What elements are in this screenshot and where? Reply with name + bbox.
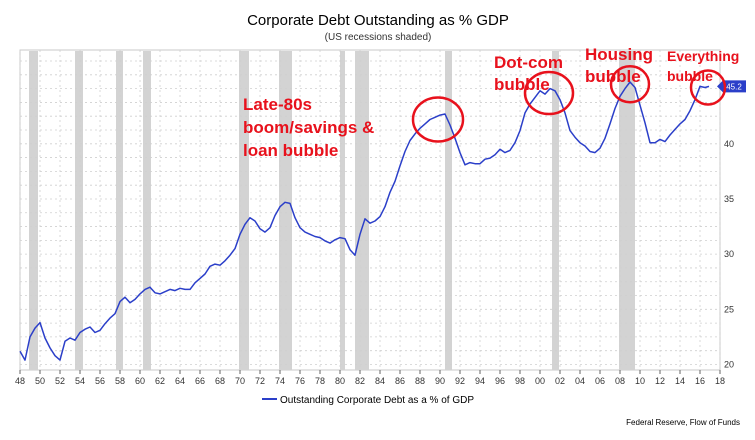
recession-band xyxy=(445,51,452,370)
x-tick-label: 92 xyxy=(455,376,465,386)
recession-band xyxy=(75,51,83,370)
y-tick-label: 30 xyxy=(724,249,734,259)
x-tick-label: 14 xyxy=(675,376,685,386)
y-tick-label: 20 xyxy=(724,359,734,369)
legend-label: Outstanding Corporate Debt as a % of GDP xyxy=(280,395,474,406)
x-tick-label: 94 xyxy=(475,376,485,386)
annotation-circle-dotcom xyxy=(523,70,575,116)
x-tick-label: 18 xyxy=(715,376,725,386)
recession-band xyxy=(340,51,345,370)
recession-shading xyxy=(29,51,635,370)
x-tick-label: 50 xyxy=(35,376,45,386)
annotation-circle-housing xyxy=(609,64,651,104)
annotation-circle-everything xyxy=(689,69,727,106)
y-tick-label: 40 xyxy=(724,139,734,149)
x-tick-label: 88 xyxy=(415,376,425,386)
x-tick-label: 96 xyxy=(495,376,505,386)
x-tick-label: 82 xyxy=(355,376,365,386)
x-tick-label: 48 xyxy=(15,376,25,386)
x-tick-label: 68 xyxy=(215,376,225,386)
x-tick-label: 62 xyxy=(155,376,165,386)
x-tick-label: 76 xyxy=(295,376,305,386)
x-tick-label: 86 xyxy=(395,376,405,386)
x-tick-label: 54 xyxy=(75,376,85,386)
annotation-text-late80s: loan bubble xyxy=(243,141,338,160)
x-tick-label: 90 xyxy=(435,376,445,386)
y-axis-ticks: 20 25 30 35 40 xyxy=(724,139,734,370)
last-value-label: 45.2 xyxy=(726,82,742,91)
x-tick-label: 64 xyxy=(175,376,185,386)
x-tick-label: 74 xyxy=(275,376,285,386)
chart-title: Corporate Debt Outstanding as % GDP xyxy=(247,12,509,29)
annotation-text-housing: bubble xyxy=(585,67,641,86)
plot-area xyxy=(19,49,721,371)
x-tick-label: 00 xyxy=(535,376,545,386)
series-line-corporate-debt xyxy=(19,81,710,361)
annotation-text-housing: Housing xyxy=(585,45,653,64)
recession-band xyxy=(239,51,249,370)
x-tick-label: 10 xyxy=(635,376,645,386)
x-tick-label: 84 xyxy=(375,376,385,386)
recession-band xyxy=(552,51,559,370)
chart-subtitle: (US recessions shaded) xyxy=(325,32,432,43)
grid-lines xyxy=(19,50,721,370)
annotation-layer: Late-80s boom/savings & loan bubble Dot-com… xyxy=(243,45,739,160)
x-tick-label: 80 xyxy=(335,376,345,386)
recession-band xyxy=(116,51,123,370)
x-tick-label: 16 xyxy=(695,376,705,386)
x-tick-label: 52 xyxy=(55,376,65,386)
annotation-text-everything: bubble xyxy=(667,68,713,84)
x-axis-ticks: 48 50 52 54 56 58 60 62 64 66 68 70 72 74 76 78 80 82 84 86… xyxy=(15,370,725,386)
x-tick-label: 70 xyxy=(235,376,245,386)
legend: Outstanding Corporate Debt as a % of GDP xyxy=(262,395,474,406)
recession-band xyxy=(619,51,635,370)
y-tick-label: 35 xyxy=(724,194,734,204)
annotation-text-dotcom: bubble xyxy=(494,75,550,94)
x-tick-label: 78 xyxy=(315,376,325,386)
x-tick-label: 56 xyxy=(95,376,105,386)
annotation-text-late80s: boom/savings & xyxy=(243,118,374,137)
annotation-text-everything: Everything xyxy=(667,48,739,64)
x-tick-label: 72 xyxy=(255,376,265,386)
recession-band xyxy=(279,51,292,370)
recession-band xyxy=(29,51,38,370)
recession-band xyxy=(355,51,369,370)
x-tick-label: 60 xyxy=(135,376,145,386)
x-tick-label: 04 xyxy=(575,376,585,386)
x-tick-label: 66 xyxy=(195,376,205,386)
annotation-text-late80s: Late-80s xyxy=(243,95,312,114)
x-tick-label: 06 xyxy=(595,376,605,386)
annotation-circle-late80s xyxy=(411,96,465,143)
recession-band xyxy=(143,51,151,370)
x-tick-label: 58 xyxy=(115,376,125,386)
x-tick-label: 02 xyxy=(555,376,565,386)
x-tick-label: 08 xyxy=(615,376,625,386)
y-tick-label: 25 xyxy=(724,304,734,314)
x-tick-label: 98 xyxy=(515,376,525,386)
source-note: Federal Reserve, Flow of Funds xyxy=(626,418,740,427)
x-tick-label: 12 xyxy=(655,376,665,386)
annotation-text-dotcom: Dot-com xyxy=(494,53,563,72)
